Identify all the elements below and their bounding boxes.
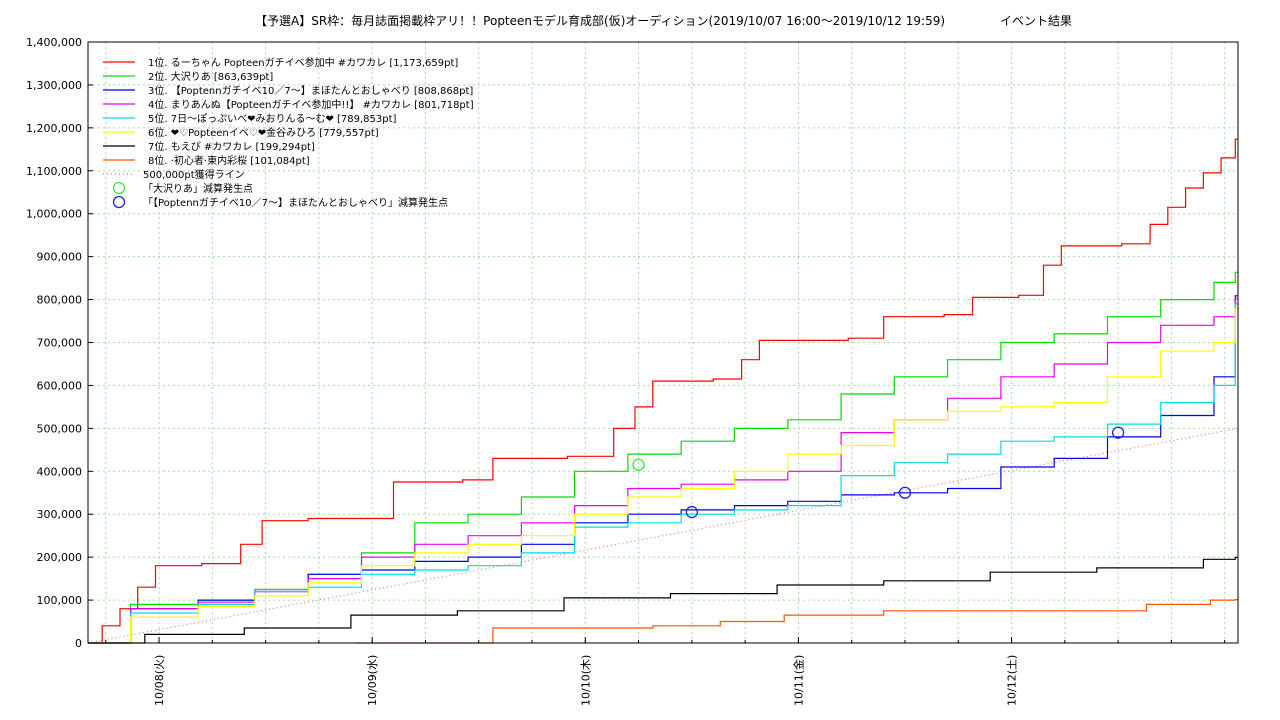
y-tick-label: 100,000 xyxy=(37,594,83,607)
legend-entry-8: 8位. ·初心者·東内彩桜 [101,084pt] xyxy=(148,154,310,167)
legend-entry-marker-1: 「大沢りあ」減算発生点 xyxy=(143,182,253,195)
series-lines xyxy=(88,138,1238,644)
x-tick-label: 10/08(火) xyxy=(153,655,166,706)
legend-entry-2: 2位. 大沢りあ [863,639pt] xyxy=(148,70,273,83)
x-tick-label: 10/12(土) xyxy=(1006,655,1019,706)
chart-subtitle: イベント結果 xyxy=(1000,14,1072,28)
legend-marker-2 xyxy=(112,195,126,209)
y-tick-label: 200,000 xyxy=(37,551,83,564)
y-tick-label: 300,000 xyxy=(37,508,83,521)
series-line-8 xyxy=(354,599,1238,644)
legend-entry-5: 5位. 7日〜ぽっぷいべ❤みおりんる〜む❤ [789,853pt] xyxy=(148,112,397,125)
x-tick-label: 10/09(水) xyxy=(366,655,379,706)
legend-entry-7: 7位. もえぴ #カワカレ [199,294pt] xyxy=(148,140,315,153)
series-line-3 xyxy=(88,295,1238,644)
grid-lines xyxy=(88,41,1238,644)
legend-entry-3: 3位. 【Poptennガチイベ10／7〜】まほたんとおしゃべり [808,86… xyxy=(148,84,473,97)
legend: 1位. るーちゃん Popteenガチイベ参加中 #カワカレ [1,173,65… xyxy=(103,56,474,209)
deduction-marker-2 xyxy=(1111,426,1125,439)
y-tick-label: 1,400,000 xyxy=(26,36,82,49)
series-line-2 xyxy=(88,271,1238,644)
legend-entry-marker-2: 「【Poptennガチイベ10／7〜】まほたんとおしゃべり」減算発生点 xyxy=(143,196,448,209)
y-tick-label: 0 xyxy=(75,637,82,650)
threshold-line xyxy=(87,427,1239,644)
y-tick-label: 900,000 xyxy=(37,251,83,264)
deduction-marker-1 xyxy=(632,458,645,471)
deduction-marker-2 xyxy=(898,486,912,499)
deduction-markers xyxy=(632,426,1125,519)
y-tick-label: 1,100,000 xyxy=(26,165,82,178)
threshold-500k-line xyxy=(87,427,1239,644)
legend-entry-4: 4位. まりあんぬ【Popteenガチイベ参加中!!】 #カワカレ [801,7… xyxy=(148,98,474,111)
legend-entry-1: 1位. るーちゃん Popteenガチイベ参加中 #カワカレ [1,173,65… xyxy=(148,56,458,69)
axes: 0 100,000 200,000 300,000 400,000 500,000 600,… xyxy=(26,36,1239,706)
series-line-4 xyxy=(88,298,1238,644)
series-line-6 xyxy=(88,307,1238,644)
legend-entry-6: 6位. ❤♡Popteenイベ♡❤金谷みひろ [779,557pt] xyxy=(148,126,379,139)
y-tick-label: 1,300,000 xyxy=(26,79,82,92)
y-tick-label: 800,000 xyxy=(37,294,83,307)
y-tick-label: 1,200,000 xyxy=(26,122,82,135)
series-line-5 xyxy=(88,303,1238,644)
deduction-marker-2 xyxy=(685,505,699,519)
x-tick-label: 10/10(木) xyxy=(579,655,592,706)
y-tick-label: 700,000 xyxy=(37,337,83,350)
y-tick-label: 600,000 xyxy=(37,379,83,392)
series-line-7 xyxy=(88,556,1238,644)
chart-title: 【予選A】SR枠：毎月誌面掲載枠アリ！！Popteenモデル育成部(仮)オーディ… xyxy=(255,13,945,28)
legend-entry-threshold: 500,000pt獲得ライン xyxy=(143,168,245,181)
x-tick-label: 10/11(金) xyxy=(791,655,805,706)
series-line-1 xyxy=(88,138,1238,644)
y-tick-label: 1,000,000 xyxy=(26,208,82,221)
y-tick-label: 400,000 xyxy=(37,465,83,478)
legend-marker-1 xyxy=(112,181,126,195)
y-tick-label: 500,000 xyxy=(37,422,83,435)
